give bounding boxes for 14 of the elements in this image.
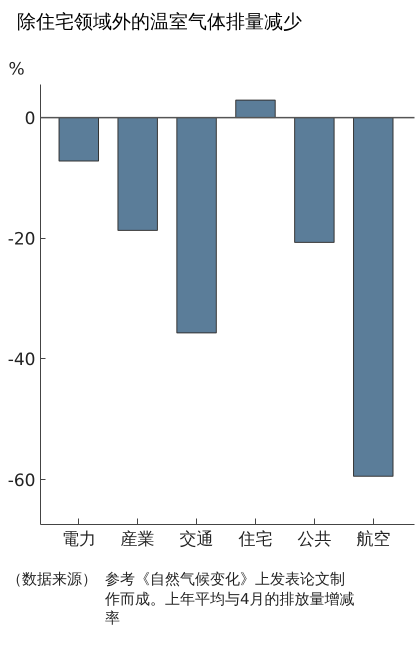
x-tick-label: 住宅 bbox=[237, 530, 272, 550]
y-tick-label: -20 bbox=[8, 230, 36, 250]
x-tick-label: 航空 bbox=[356, 530, 390, 550]
y-tick-label: 0 bbox=[24, 109, 36, 130]
x-tick-label: 交通 bbox=[180, 530, 214, 550]
chart-title: 除住宅领域外的温室气体排量减少 bbox=[17, 10, 302, 35]
x-tick-label: 産業 bbox=[120, 530, 155, 550]
y-tick-label: -40 bbox=[8, 350, 36, 370]
x-tick-label: 公共 bbox=[297, 530, 332, 550]
text: 参考《自然气候变化》上发表论文制作而成。上年平均与4月的排放量增减率 bbox=[105, 570, 355, 628]
x-tick-label: 電力 bbox=[62, 530, 96, 550]
y-axis-title: % bbox=[8, 60, 25, 80]
y-tick-label: -60 bbox=[8, 470, 36, 491]
text: （数据来源） bbox=[7, 570, 97, 590]
